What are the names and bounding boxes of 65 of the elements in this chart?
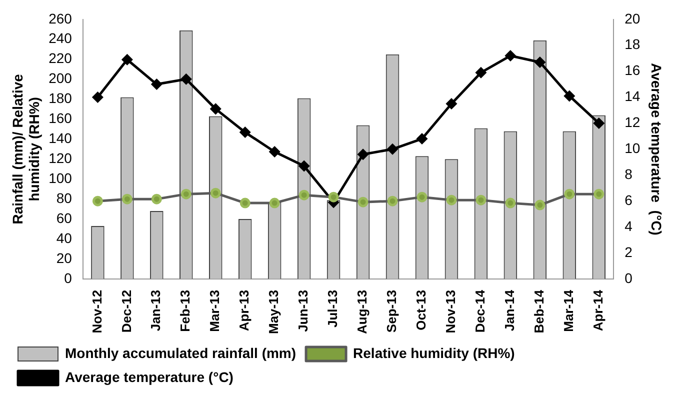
y-tick-label: 220 [48,50,72,66]
x-tick-label: Aug-13 [354,290,370,334]
x-tick-label: Feb-13 [178,290,193,332]
point [92,92,103,103]
point [476,67,486,78]
y2-tick-label: 14 [624,88,640,104]
point [298,160,310,172]
y-tick-label: 80 [56,190,72,206]
y-tick-label: 100 [48,170,72,186]
point [180,74,192,84]
y-tick-label: 240 [48,30,72,46]
x-tick-label: Mar-13 [207,290,222,332]
x-tick-label: Jan-13 [148,290,164,332]
y2-tick-label: 6 [624,192,633,208]
point [358,149,368,160]
point [269,146,280,158]
y2-tick-label: 20 [624,10,640,26]
y2-tick-label: 8 [624,166,633,182]
y2-tick-label: 2 [624,244,633,260]
point [594,118,604,128]
y-tick-label: 140 [48,130,72,146]
x-tick-label: Apr-13 [236,290,252,332]
point [446,98,457,109]
x-tick-label: Jan-14 [502,289,518,332]
y2-axis-title: Average temperature (°C) [648,62,665,236]
x-tick-label: Beb-14 [532,289,546,334]
x-tick-label: Jul-13 [325,290,340,328]
point [210,104,221,114]
x-tick-label: Oct-13 [414,290,429,330]
point [505,50,516,61]
y2-tick-label: 10 [624,140,640,156]
y-tick-label: 120 [48,150,72,166]
x-tick-label: May-13 [266,290,282,334]
x-tick-label: Dec-14 [472,289,488,333]
x-tick-label: Nov-13 [443,290,458,334]
point [416,134,428,144]
x-tick-label: Jun-13 [296,290,311,332]
point [122,54,132,65]
legend-label: Average temperature (°C) [65,368,234,385]
x-tick-label: Dec-12 [118,290,134,333]
y-tick-label: 160 [48,110,72,126]
y2-tick-label: 0 [624,270,633,286]
y-tick-label: 260 [48,10,72,26]
point [387,144,398,154]
y-tick-label: 180 [48,90,72,106]
y2-tick-label: 12 [624,114,640,130]
x-tick-label: Sep-13 [384,290,400,333]
y-tick-label: 0 [64,270,72,286]
point [534,56,546,68]
point [151,79,162,90]
y2-tick-label: 18 [624,36,640,52]
x-tick-label: Nov-12 [89,290,104,334]
y2-tick-label: 16 [624,62,640,78]
legend-label: Relative humidity (RH%) [353,344,515,361]
y-axis-title: Rainfall (mm)/ Relative humidity (RH%) [9,74,42,224]
y-tick-label: 60 [56,210,72,226]
y-tick-label: 20 [56,250,72,266]
point [240,127,250,138]
y-tick-label: 200 [48,70,72,86]
point [564,90,575,102]
legend-label: Monthly accumulated rainfall (mm) [65,344,296,361]
y-tick-label: 40 [56,230,72,246]
y2-tick-label: 4 [624,218,633,234]
x-tick-label: Mar-14 [560,289,576,332]
x-tick-label: Apr-14 [590,289,606,332]
